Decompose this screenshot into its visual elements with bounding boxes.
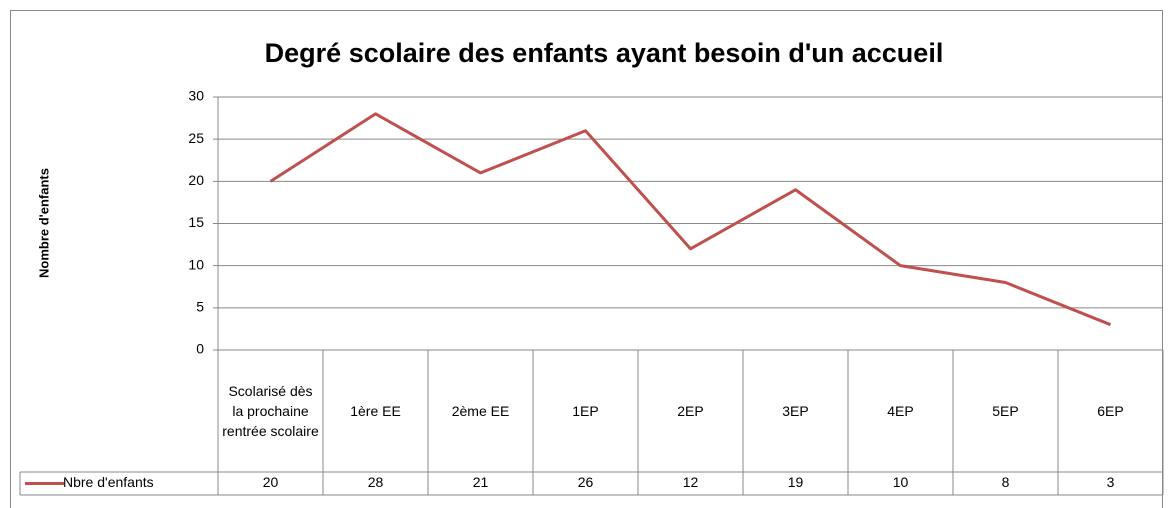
table-value: 10 xyxy=(893,474,909,490)
table-value: 12 xyxy=(683,474,699,490)
x-tick-label: 6EP xyxy=(1097,403,1124,419)
table-value: 19 xyxy=(788,474,804,490)
x-tick-label-box: 6EP xyxy=(1097,403,1124,419)
y-tick-label: 20 xyxy=(188,172,204,188)
table-value: 8 xyxy=(1002,474,1010,490)
x-tick-label-box: 1EP xyxy=(572,403,599,419)
x-tick-label-box: 2ème EE xyxy=(451,403,510,419)
y-tick-label: 0 xyxy=(196,341,204,357)
table-value: 3 xyxy=(1107,474,1115,490)
table-value: 28 xyxy=(368,474,384,490)
x-tick-label: 1EP xyxy=(572,403,599,419)
x-tick-label: 4EP xyxy=(887,403,914,419)
x-tick-label: Scolarisé dès la prochaine rentrée scola… xyxy=(222,383,319,439)
y-tick-label: 5 xyxy=(196,299,204,315)
x-tick-label: 2EP xyxy=(677,403,704,419)
x-tick-label-box: 2EP xyxy=(677,403,704,419)
y-tick-label: 30 xyxy=(188,88,204,104)
x-tick-label: 2ème EE xyxy=(451,403,510,419)
x-tick-label: 1ère EE xyxy=(350,403,401,419)
table-value: 26 xyxy=(578,474,594,490)
series-line xyxy=(269,112,1112,327)
y-tick-label: 15 xyxy=(188,214,204,230)
x-tick-label: 3EP xyxy=(782,403,809,419)
table-value: 21 xyxy=(473,474,489,490)
x-tick-label-box: 5EP xyxy=(992,403,1019,419)
table-value: 20 xyxy=(263,474,279,490)
x-tick-label-box: 1ère EE xyxy=(350,403,401,419)
chart-title: Degré scolaire des enfants ayant besoin … xyxy=(265,38,944,68)
x-tick-label: 5EP xyxy=(992,403,1019,419)
x-tick-label-box: 4EP xyxy=(887,403,914,419)
y-axis-label: Nombre d'enfants xyxy=(36,168,51,278)
x-tick-label-box: Scolarisé dès la prochaine rentrée scola… xyxy=(222,383,319,439)
chart-border xyxy=(10,10,1163,508)
y-tick-label: 25 xyxy=(188,130,204,146)
y-tick-label: 10 xyxy=(188,256,204,272)
x-tick-label-box: 3EP xyxy=(782,403,809,419)
legend-label: Nbre d'enfants xyxy=(63,474,154,490)
